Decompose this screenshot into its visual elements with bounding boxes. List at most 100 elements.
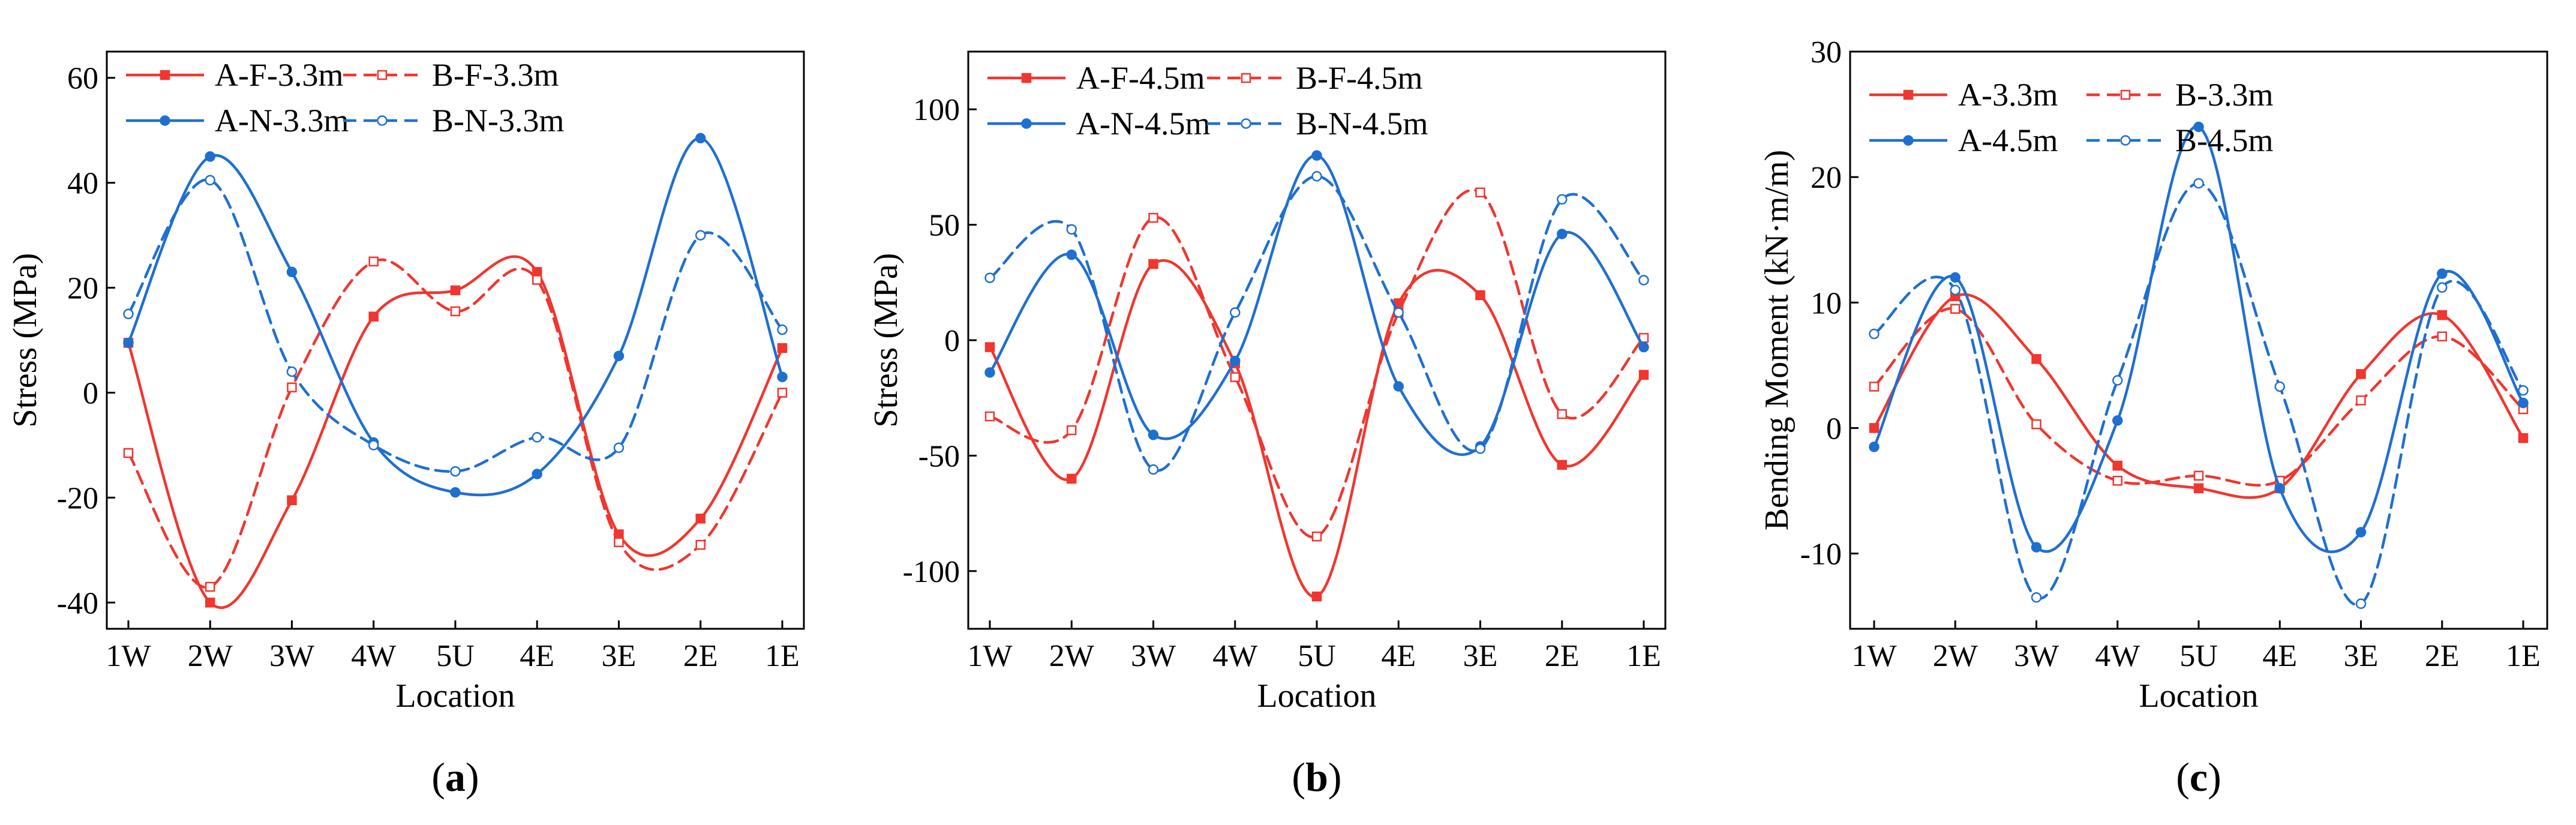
data-point (123, 337, 134, 349)
x-tick-label: 3W (1131, 639, 1176, 673)
data-point (2112, 415, 2123, 426)
data-point (368, 311, 379, 322)
data-point (2437, 268, 2448, 279)
data-point (1230, 355, 1241, 367)
data-point (2193, 470, 2204, 481)
panel-label-open: ( (431, 754, 445, 800)
data-point (1869, 423, 1880, 433)
data-point (2193, 178, 2204, 189)
series-A-N-4.5m (984, 150, 1649, 456)
data-point (450, 285, 461, 296)
data-point (205, 175, 215, 186)
data-point (2112, 375, 2123, 386)
data-point (2518, 397, 2529, 409)
x-axis-title: Location (2139, 677, 2258, 715)
y-axis-title: Bending Moment (kN·m/m) (1758, 150, 1796, 531)
x-tick-label: 2W (188, 639, 233, 673)
data-point (1067, 473, 1077, 484)
data-point (205, 581, 215, 592)
data-point (2031, 592, 2042, 603)
x-axis-title: Location (395, 677, 515, 715)
data-point (1475, 187, 1485, 197)
data-point (2031, 419, 2041, 430)
data-point (1230, 307, 1241, 318)
data-point (2518, 433, 2529, 443)
data-point (1230, 372, 1240, 382)
series-B-N-3.3m (123, 175, 788, 477)
data-point (2031, 542, 2042, 553)
panel-label-close: ) (1328, 754, 1342, 800)
data-point (1311, 591, 1322, 602)
legend-label: B-4.5m (2175, 122, 2274, 158)
legend-label: A-F-4.5m (1076, 60, 1205, 96)
series-B-3.3m (1869, 304, 2529, 487)
data-point (1067, 425, 1077, 436)
data-point (123, 308, 134, 320)
y-tick-label: 0 (83, 376, 98, 410)
data-point (777, 388, 788, 398)
y-tick-label: 60 (67, 62, 98, 96)
data-point (1148, 464, 1159, 475)
data-point (777, 343, 788, 353)
panel-label-letter: a (445, 754, 466, 800)
data-point (205, 598, 215, 608)
legend-label: A-4.5m (1958, 122, 2058, 158)
y-tick-label: 0 (1826, 412, 1842, 446)
legend-marker (2120, 135, 2131, 146)
legend-marker (160, 115, 170, 126)
series-line (988, 188, 1646, 539)
series-line (988, 175, 1646, 472)
x-tick-label: 2W (1933, 639, 1978, 673)
x-tick-label: 3E (602, 639, 637, 673)
y-tick-label: -100 (903, 555, 960, 589)
data-point (2355, 527, 2367, 538)
x-tick-label: 2E (2425, 639, 2460, 673)
legend-marker (1241, 118, 1251, 129)
data-point (2112, 460, 2122, 471)
data-point (2356, 395, 2366, 406)
data-point (1557, 229, 1568, 239)
data-point (1950, 304, 1960, 314)
data-point (2437, 310, 2447, 320)
legend-marker (1903, 89, 1914, 100)
data-point (1393, 381, 1404, 392)
series-B-F-3.3m (123, 256, 788, 592)
y-tick-label: -20 (57, 481, 98, 515)
data-point (1869, 442, 1880, 452)
data-point (2437, 331, 2447, 341)
x-tick-label: 3E (1463, 639, 1498, 673)
data-point (1869, 382, 1880, 392)
data-point (695, 539, 705, 550)
panel-label: (c) (2176, 754, 2221, 800)
legend-label: A-N-3.3m (215, 103, 349, 139)
data-point (1638, 275, 1649, 286)
x-tick-label: 3W (2014, 639, 2059, 673)
y-tick-label: 20 (1811, 161, 1842, 195)
x-tick-label: 5U (1298, 639, 1336, 673)
series-B-F-4.5m (984, 187, 1649, 542)
series-B-N-4.5m (984, 171, 1649, 475)
data-point (1148, 212, 1158, 223)
y-tick-label: 50 (929, 209, 960, 243)
legend: A-3.3m B-3.3m A-4.5m B-4.5m (1869, 77, 2274, 158)
y-axis-title: Stress (MPa) (7, 253, 44, 428)
data-point (287, 382, 297, 392)
y-axis-title: Stress (MPa) (867, 253, 905, 428)
x-tick-label: 1E (2506, 639, 2541, 673)
series-line (1872, 182, 2525, 607)
x-tick-label: 2E (683, 639, 718, 673)
data-point (613, 350, 625, 361)
data-point (1557, 409, 1567, 419)
y-tick-label: 100 (913, 93, 960, 127)
data-point (1066, 224, 1077, 235)
series-A-F-4.5m (984, 259, 1649, 602)
data-point (1148, 259, 1158, 269)
y-tick-label: -10 (1800, 538, 1842, 572)
data-point (450, 466, 461, 477)
series-line (1872, 293, 2525, 499)
panel-label-letter: c (2190, 754, 2208, 800)
x-tick-label: 4E (520, 639, 554, 673)
data-point (984, 342, 995, 352)
legend-label: B-F-4.5m (1296, 60, 1423, 96)
